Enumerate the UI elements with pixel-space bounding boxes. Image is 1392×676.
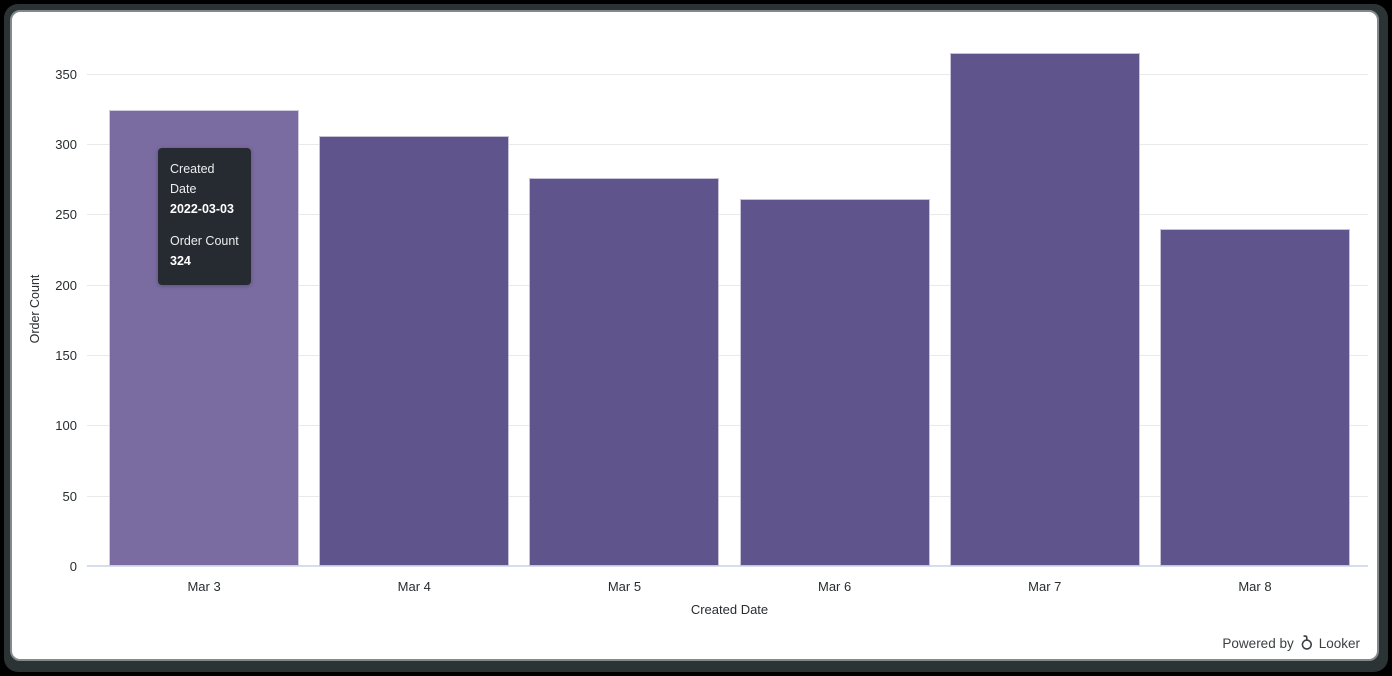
x-axis-tick-label: Mar 7 (1028, 579, 1062, 594)
y-axis-tick-label: 0 (69, 559, 77, 574)
bar-mar-5[interactable] (529, 177, 720, 566)
gridline (87, 495, 1368, 497)
gridline (87, 284, 1368, 286)
gridline (87, 214, 1368, 216)
bar-mar-4[interactable] (319, 135, 510, 566)
tooltip-dimension-value: 2022-03-03 (170, 202, 234, 216)
gridline (87, 73, 1368, 75)
bar-mar-7[interactable] (949, 52, 1140, 566)
gridline (87, 144, 1368, 146)
x-axis-title: Created Date (690, 602, 769, 617)
y-axis-tick-label: 300 (55, 137, 77, 153)
x-axis-tick-label: Mar 3 (187, 579, 221, 594)
y-axis-title: Order Count (28, 274, 42, 344)
y-axis-tick-label: 100 (55, 418, 77, 434)
bar-mar-8[interactable] (1159, 228, 1350, 566)
x-axis-tick-labels: Mar 3 Mar 4 Mar 5 Mar 6 Mar 7 Mar 8 (99, 579, 1360, 594)
x-axis-tick-label: Mar 8 (1238, 579, 1272, 594)
y-axis-tick-label: 350 (55, 66, 77, 82)
hover-tooltip: Created Date 2022-03-03 Order Count 324 (158, 148, 251, 285)
y-axis-tick-labels: 0 50 100 150 200 250 300 350 (12, 12, 77, 574)
x-axis-tick-label: Mar 6 (817, 579, 852, 594)
chart-canvas: 0 50 100 150 200 250 300 350 Mar 3 Mar 4 Mar 5 Mar… (10, 10, 1379, 661)
x-axis-tick-label: Mar 4 (397, 579, 431, 594)
bar-slot (99, 12, 309, 566)
y-axis-tick-label: 200 (55, 277, 77, 293)
tooltip-dimension-label: Created Date (170, 162, 215, 196)
tooltip-measure-label: Order Count (170, 234, 239, 248)
plot-area (87, 12, 1368, 567)
bar-slot (519, 12, 729, 566)
looker-logo-icon (1299, 635, 1314, 651)
y-axis-tick-label: 150 (55, 348, 77, 364)
y-axis-tick-label: 250 (55, 207, 77, 223)
bar-group (99, 12, 1360, 566)
powered-by-looker[interactable]: Powered by Looker (1222, 635, 1360, 651)
bar-mar-6[interactable] (739, 198, 930, 566)
tooltip-measure-value: 324 (170, 254, 191, 268)
y-axis-tick-label: 50 (62, 488, 77, 504)
looker-brand-text: Looker (1318, 635, 1360, 651)
bar-slot (1150, 12, 1360, 566)
bar-slot (309, 12, 519, 566)
x-axis-line (87, 565, 1368, 567)
gridline (87, 355, 1368, 357)
x-axis-tick-label: Mar 5 (607, 579, 642, 594)
bar-slot (940, 12, 1150, 566)
powered-by-text: Powered by (1222, 635, 1294, 651)
bar-slot (730, 12, 940, 566)
gridline (87, 425, 1368, 427)
